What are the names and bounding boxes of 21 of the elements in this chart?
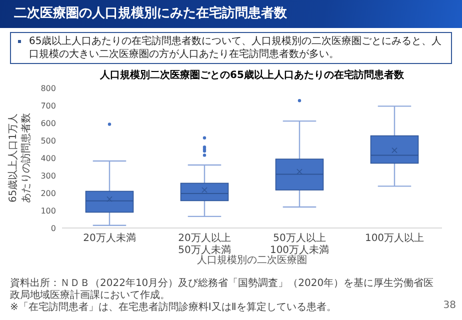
y-tick-label: 500 (40, 136, 56, 146)
x-tick-label: 100万人以上 (364, 232, 424, 244)
x-tick-label: 50万人以上 100万人未満 (270, 232, 330, 256)
text: 38 (443, 300, 456, 311)
y-tick-label: 800 (40, 84, 56, 93)
text: 資料出所：ＮＤＢ（2022年10月分）及び総務省「国勢調査」（2020年）を基に厚生労働省医政局地域医療計画課において作成。 (10, 278, 435, 302)
chart-title: 二次医療圏の人口規模別にみた在宅訪問患者数 (0, 0, 462, 28)
y-tick-label: 600 (40, 118, 56, 128)
y-tick-label: 700 (40, 101, 56, 110)
text: ※「在宅訪問患者」は、在宅患者訪問診療料Ⅰ又はⅡを算定している患者。 (10, 302, 338, 314)
y-tick-label: 200 (40, 188, 56, 198)
y-tick-label: 100 (40, 206, 56, 216)
y-axis-title: 65歳以上人口1万人あたりの訪問患者数 (7, 113, 32, 203)
x-tick-label: 20万人未満 (83, 232, 136, 244)
y-tick-label: 0 (50, 224, 56, 233)
chart-subtitle: 人口規模別二次医療圏ごとの65歳以上人口あたりの在宅訪問患者数 (99, 69, 405, 81)
y-tick-label: 400 (40, 154, 56, 163)
text: 65歳以上人口あたりの在宅訪問患者数について、人口規模別の二次医療圏ごとにみると、人口規模の大きい二次医療圏の方が人口あたり在宅訪問患者数が多い。 (10, 32, 452, 64)
y-tick-label: 300 (40, 171, 56, 180)
x-axis-title: 人口規模別の二次医療圏 (197, 254, 307, 266)
x-tick-label: 20万人以上 50万人未満 (178, 232, 231, 256)
